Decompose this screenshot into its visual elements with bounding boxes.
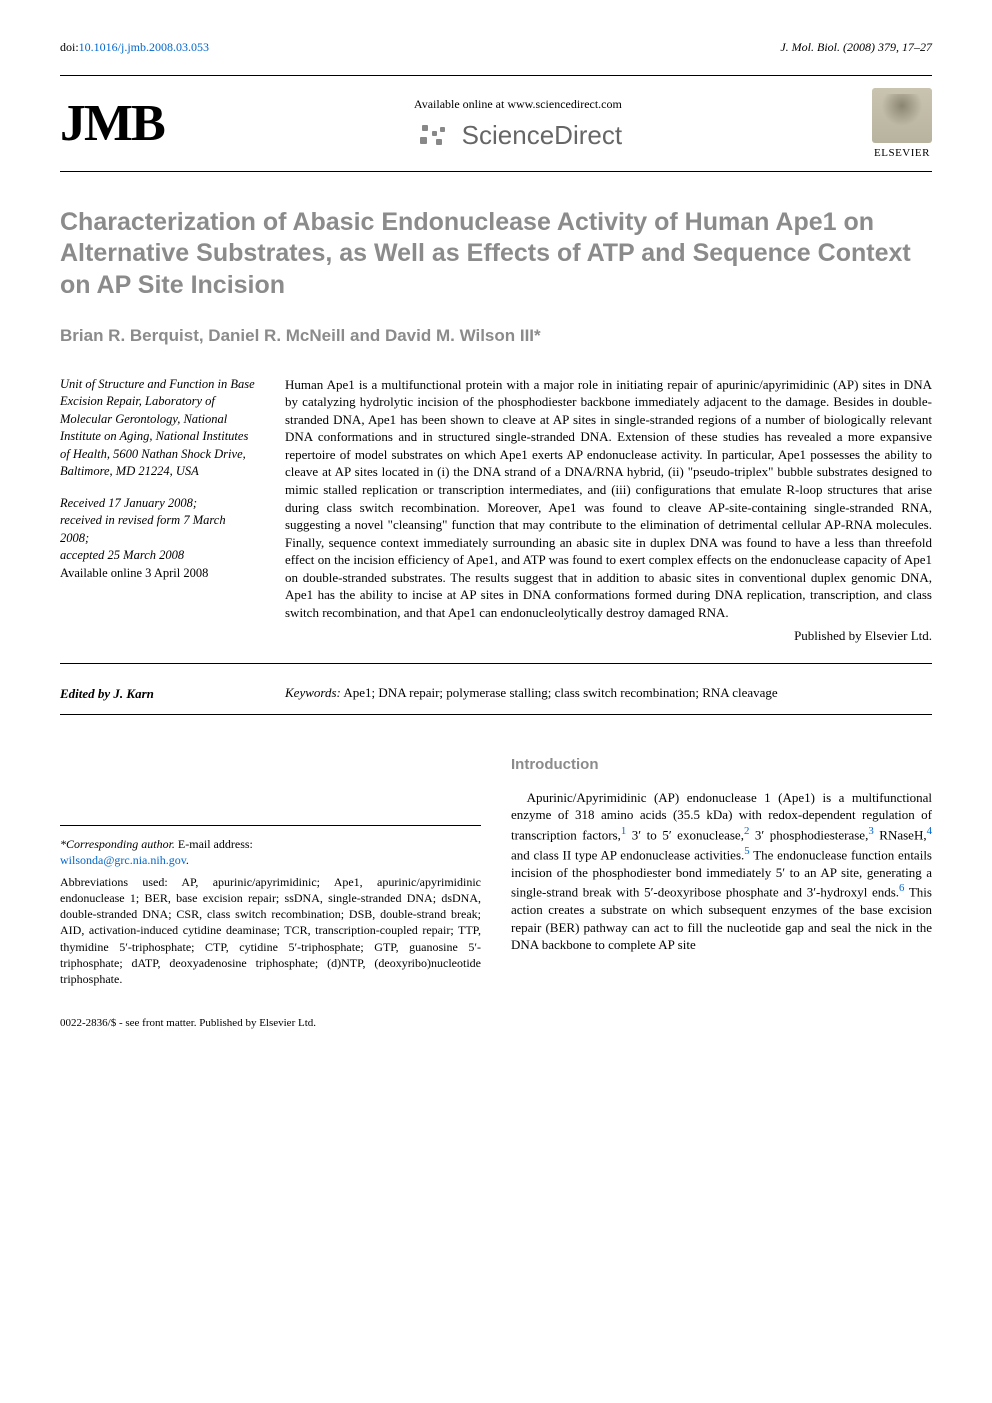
keywords-row: Edited by J. Karn Keywords: Ape1; DNA re… xyxy=(60,674,932,715)
sciencedirect-text: ScienceDirect xyxy=(462,120,622,151)
meta-column: Unit of Structure and Function in Base E… xyxy=(60,376,255,645)
journal-header: JMB Available online at www.sciencedirec… xyxy=(60,75,932,172)
doi[interactable]: doi:10.1016/j.jmb.2008.03.053 xyxy=(60,40,209,55)
ref-4[interactable]: 4 xyxy=(927,825,932,837)
introduction-paragraph: Apurinic/Apyrimidinic (AP) endonuclease … xyxy=(511,789,932,954)
right-column: Introduction Apurinic/Apyrimidinic (AP) … xyxy=(511,755,932,988)
affiliation: Unit of Structure and Function in Base E… xyxy=(60,376,255,481)
intro-text-d: RNaseH, xyxy=(874,827,927,842)
footnote-divider xyxy=(60,825,481,826)
body-columns: *Corresponding author. E-mail address: w… xyxy=(60,755,932,988)
keywords: Keywords: Ape1; DNA repair; polymerase s… xyxy=(285,684,932,702)
left-column: *Corresponding author. E-mail address: w… xyxy=(60,755,481,988)
keywords-text: Ape1; DNA repair; polymerase stalling; c… xyxy=(341,685,778,700)
available-online-date: Available online 3 April 2008 xyxy=(60,565,255,583)
email-period: . xyxy=(186,853,189,867)
jmb-logo: JMB xyxy=(60,94,164,153)
doi-prefix: doi: xyxy=(60,40,79,54)
page-footer: 0022-2836/$ - see front matter. Publishe… xyxy=(60,1017,932,1029)
corresponding-email[interactable]: wilsonda@grc.nia.nih.gov xyxy=(60,853,186,867)
intro-text-b: 3′ to 5′ exonuclease, xyxy=(626,827,744,842)
available-online-text: Available online at www.sciencedirect.co… xyxy=(184,97,852,112)
received-date: Received 17 January 2008; xyxy=(60,495,255,513)
published-by: Published by Elsevier Ltd. xyxy=(285,627,932,645)
abstract-column: Human Ape1 is a multifunctional protein … xyxy=(285,376,932,645)
accepted-date: accepted 25 March 2008 xyxy=(60,547,255,565)
introduction-heading: Introduction xyxy=(511,755,932,775)
revised-date: received in revised form 7 March 2008; xyxy=(60,512,255,547)
corresponding-author: *Corresponding author. E-mail address: w… xyxy=(60,836,481,868)
journal-reference: J. Mol. Biol. (2008) 379, 17–27 xyxy=(780,40,932,55)
elsevier-logo-block: ELSEVIER xyxy=(872,88,932,159)
article-title: Characterization of Abasic Endonuclease … xyxy=(60,207,932,301)
sciencedirect-icon xyxy=(414,123,454,147)
email-label: E-mail address: xyxy=(175,837,253,851)
sciencedirect-row: ScienceDirect xyxy=(184,120,852,151)
meta-abstract-block: Unit of Structure and Function in Base E… xyxy=(60,376,932,664)
intro-text-e: and class II type AP endonuclease activi… xyxy=(511,847,744,862)
keywords-label: Keywords: xyxy=(285,685,341,700)
abbreviations: Abbreviations used: AP, apurinic/apyrimi… xyxy=(60,874,481,987)
center-header: Available online at www.sciencedirect.co… xyxy=(164,97,872,151)
doi-link[interactable]: 10.1016/j.jmb.2008.03.053 xyxy=(79,40,209,54)
authors: Brian R. Berquist, Daniel R. McNeill and… xyxy=(60,326,932,346)
abstract-text: Human Ape1 is a multifunctional protein … xyxy=(285,377,932,620)
article-dates: Received 17 January 2008; received in re… xyxy=(60,495,255,583)
top-meta-row: doi:10.1016/j.jmb.2008.03.053 J. Mol. Bi… xyxy=(60,40,932,55)
elsevier-tree-icon xyxy=(872,88,932,143)
edited-by: Edited by J. Karn xyxy=(60,686,255,702)
intro-text-c: 3′ phosphodiesterase, xyxy=(749,827,868,842)
corresponding-label: *Corresponding author. xyxy=(60,837,175,851)
elsevier-label: ELSEVIER xyxy=(872,147,932,159)
